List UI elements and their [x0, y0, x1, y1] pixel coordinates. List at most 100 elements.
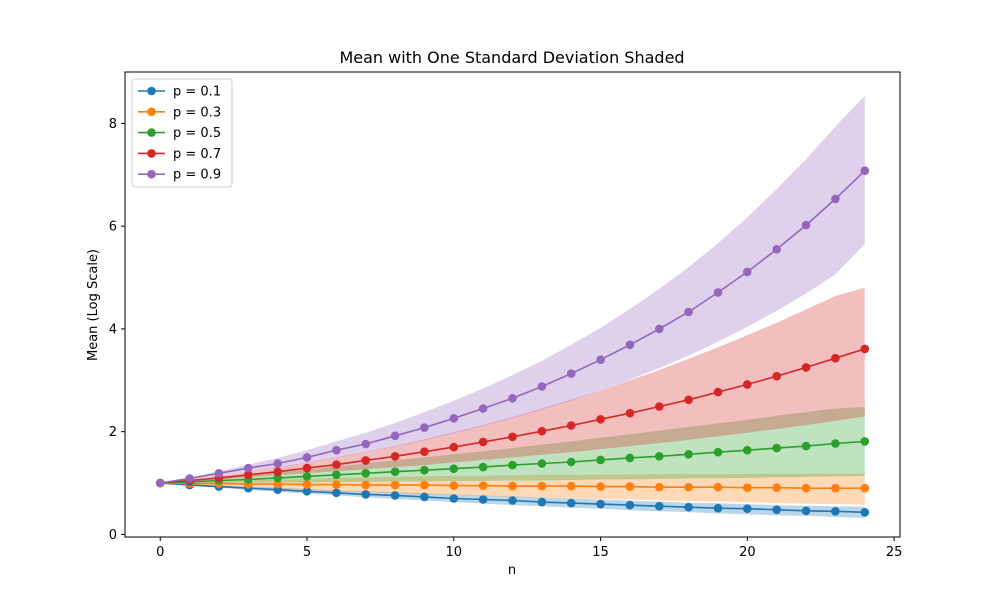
data-point-2-13: [537, 459, 547, 468]
legend-marker-2: [147, 128, 156, 137]
legend-label-2: p = 0.5: [173, 126, 221, 141]
legend-marker-0: [147, 86, 156, 96]
data-point-0-18: [684, 502, 693, 512]
data-point-4-18: [684, 307, 693, 317]
data-point-3-13: [537, 426, 547, 436]
data-point-0-15: [596, 499, 605, 509]
data-point-1-13: [537, 481, 547, 491]
data-point-2-6: [332, 470, 341, 480]
y-tick-label-6: 6: [109, 220, 117, 235]
data-point-2-24: [860, 437, 870, 446]
data-point-0-5: [302, 487, 312, 496]
x-tick-label-15: 15: [592, 545, 609, 560]
data-point-2-8: [390, 467, 400, 477]
data-point-3-21: [772, 371, 781, 381]
data-point-1-4: [273, 479, 283, 489]
data-point-3-19: [713, 387, 723, 397]
data-point-4-24: [860, 166, 870, 175]
y-tick-label-8: 8: [109, 117, 117, 132]
x-tick-label-20: 20: [739, 545, 756, 560]
data-point-0-14: [566, 498, 576, 508]
y-tick-label-0: 0: [109, 528, 117, 543]
data-point-1-18: [684, 482, 693, 492]
data-point-4-21: [772, 245, 781, 254]
x-axis-label: n: [508, 563, 516, 578]
legend: p = 0.1 p = 0.3 p = 0.5 p = 0.7 p = 0.9: [131, 78, 233, 188]
data-point-2-18: [684, 450, 693, 459]
legend-label-0: p = 0.1: [173, 85, 221, 100]
data-point-2-17: [655, 452, 664, 461]
data-point-2-14: [566, 457, 576, 467]
data-point-4-22: [801, 220, 811, 230]
data-point-1-7: [361, 480, 371, 490]
data-point-0-6: [332, 488, 341, 498]
data-point-1-12: [508, 481, 517, 491]
data-point-2-15: [596, 455, 605, 465]
plot-area: [155, 95, 870, 518]
data-point-3-3: [244, 470, 253, 480]
data-point-3-17: [655, 402, 664, 411]
data-point-3-7: [361, 456, 371, 465]
x-tick-label-25: 25: [886, 545, 903, 560]
data-point-4-17: [655, 324, 664, 334]
data-point-3-9: [420, 447, 429, 457]
data-point-4-0: [155, 478, 165, 488]
data-point-4-16: [625, 340, 635, 350]
data-point-2-7: [361, 469, 371, 478]
legend-label-3: p = 0.7: [173, 147, 221, 162]
data-point-0-13: [537, 497, 547, 507]
data-point-4-10: [449, 414, 459, 423]
data-point-2-5: [302, 472, 312, 481]
data-point-0-16: [625, 500, 635, 510]
data-point-4-1: [185, 474, 194, 483]
data-point-4-13: [537, 382, 547, 391]
data-point-3-18: [684, 395, 693, 405]
data-point-2-11: [478, 462, 488, 472]
data-point-2-19: [713, 447, 723, 457]
data-point-3-11: [478, 437, 488, 447]
std-band-4: [160, 95, 865, 483]
data-point-4-5: [302, 453, 312, 462]
data-point-3-4: [273, 467, 283, 477]
data-point-1-16: [625, 482, 635, 491]
x-tick-label-0: 0: [156, 545, 164, 560]
data-point-2-22: [801, 441, 811, 451]
chart-title: Mean with One Standard Deviation Shaded: [339, 48, 684, 67]
data-point-0-20: [743, 504, 752, 513]
data-point-1-21: [772, 483, 781, 493]
data-point-1-8: [390, 480, 400, 490]
data-point-1-9: [420, 480, 429, 490]
data-point-4-23: [831, 194, 840, 204]
data-point-2-16: [625, 453, 635, 463]
data-point-0-7: [361, 490, 371, 499]
data-point-1-24: [860, 483, 870, 493]
data-point-1-20: [743, 483, 752, 493]
data-point-4-14: [566, 369, 576, 378]
data-point-0-8: [390, 491, 400, 500]
y-axis-label: Mean (Log Scale): [86, 249, 101, 361]
data-point-2-10: [449, 464, 459, 474]
data-point-3-14: [566, 421, 576, 430]
data-point-1-11: [478, 481, 488, 490]
data-point-0-9: [420, 492, 429, 502]
data-point-0-10: [449, 494, 459, 503]
data-point-3-22: [801, 363, 811, 372]
data-point-4-15: [596, 355, 605, 365]
data-point-1-14: [566, 481, 576, 491]
data-point-2-9: [420, 465, 429, 475]
data-point-3-20: [743, 380, 752, 389]
data-point-0-12: [508, 496, 517, 505]
data-point-3-10: [449, 442, 459, 452]
data-point-1-5: [302, 480, 312, 489]
x-tick-label-10: 10: [446, 545, 463, 560]
data-point-0-17: [655, 501, 664, 511]
data-point-0-22: [801, 506, 811, 516]
plot-frame: [124, 71, 901, 538]
data-point-4-8: [390, 431, 400, 441]
data-point-2-20: [743, 445, 752, 455]
data-point-1-6: [332, 480, 341, 489]
data-point-1-17: [655, 482, 664, 492]
data-point-0-19: [713, 503, 723, 513]
data-point-1-10: [449, 481, 459, 490]
